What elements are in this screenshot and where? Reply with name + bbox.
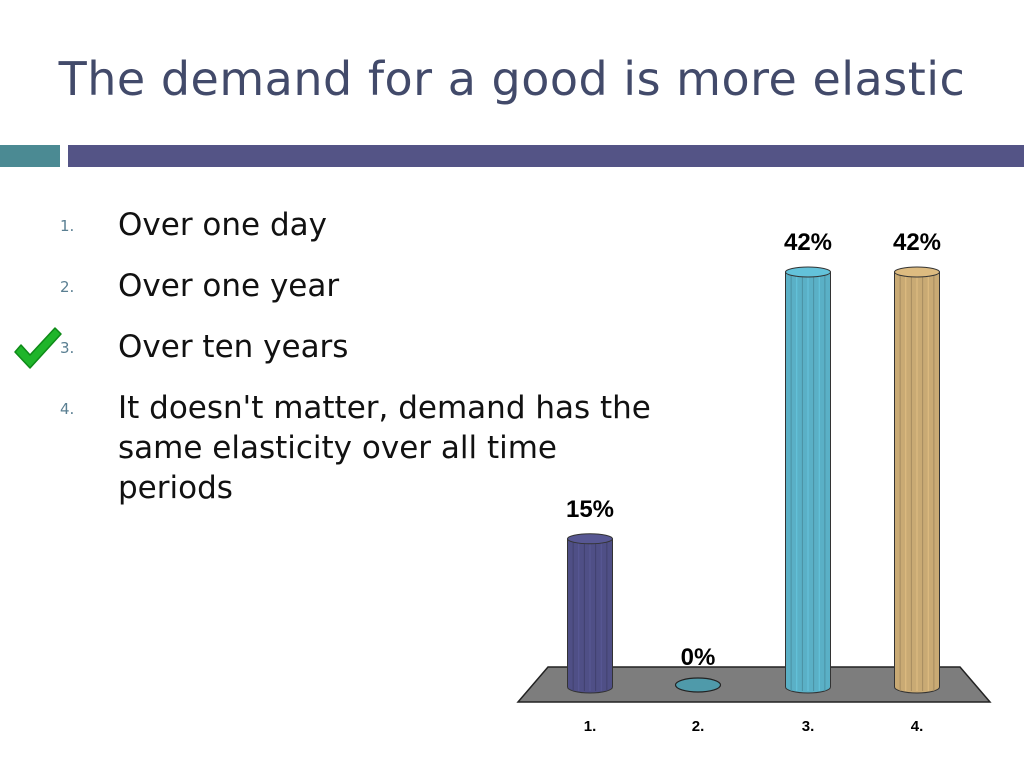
header-accent-navy [68,145,1024,167]
data-label: 42% [784,229,832,256]
data-label: 42% [893,229,941,256]
option-1: 1. Over one day [60,205,680,245]
option-number: 3. [60,339,75,357]
chart-bar [567,533,613,694]
chart-bar [674,677,722,693]
category-label: 3. [802,718,815,735]
option-text: Over ten years [118,329,349,365]
results-chart: 15% 0% 42% 42% 1. 2. 3. 4. [516,229,992,735]
option-3: 3. Over ten years [60,327,680,367]
option-2: 2. Over one year [60,266,680,306]
option-text: Over one day [118,207,327,243]
option-4: 4. It doesn't matter, demand has the sam… [60,388,680,508]
category-label: 2. [692,718,705,735]
option-text: Over one year [118,268,340,304]
header-accent-teal [0,145,60,167]
chart-bar [785,266,831,694]
chart-bar [894,266,940,694]
category-label: 4. [911,718,924,735]
option-text: It doesn't matter, demand has the same e… [118,390,651,506]
data-label: 15% [566,496,614,523]
slide-title: The demand for a good is more elastic [58,52,966,106]
option-number: 4. [60,400,75,418]
option-number: 2. [60,278,75,296]
checkmark-icon [14,327,62,369]
category-label: 1. [584,718,597,735]
answer-options: 1. Over one day 2. Over one year 3. Over… [60,205,680,529]
data-label: 0% [681,644,716,671]
option-number: 1. [60,217,75,235]
